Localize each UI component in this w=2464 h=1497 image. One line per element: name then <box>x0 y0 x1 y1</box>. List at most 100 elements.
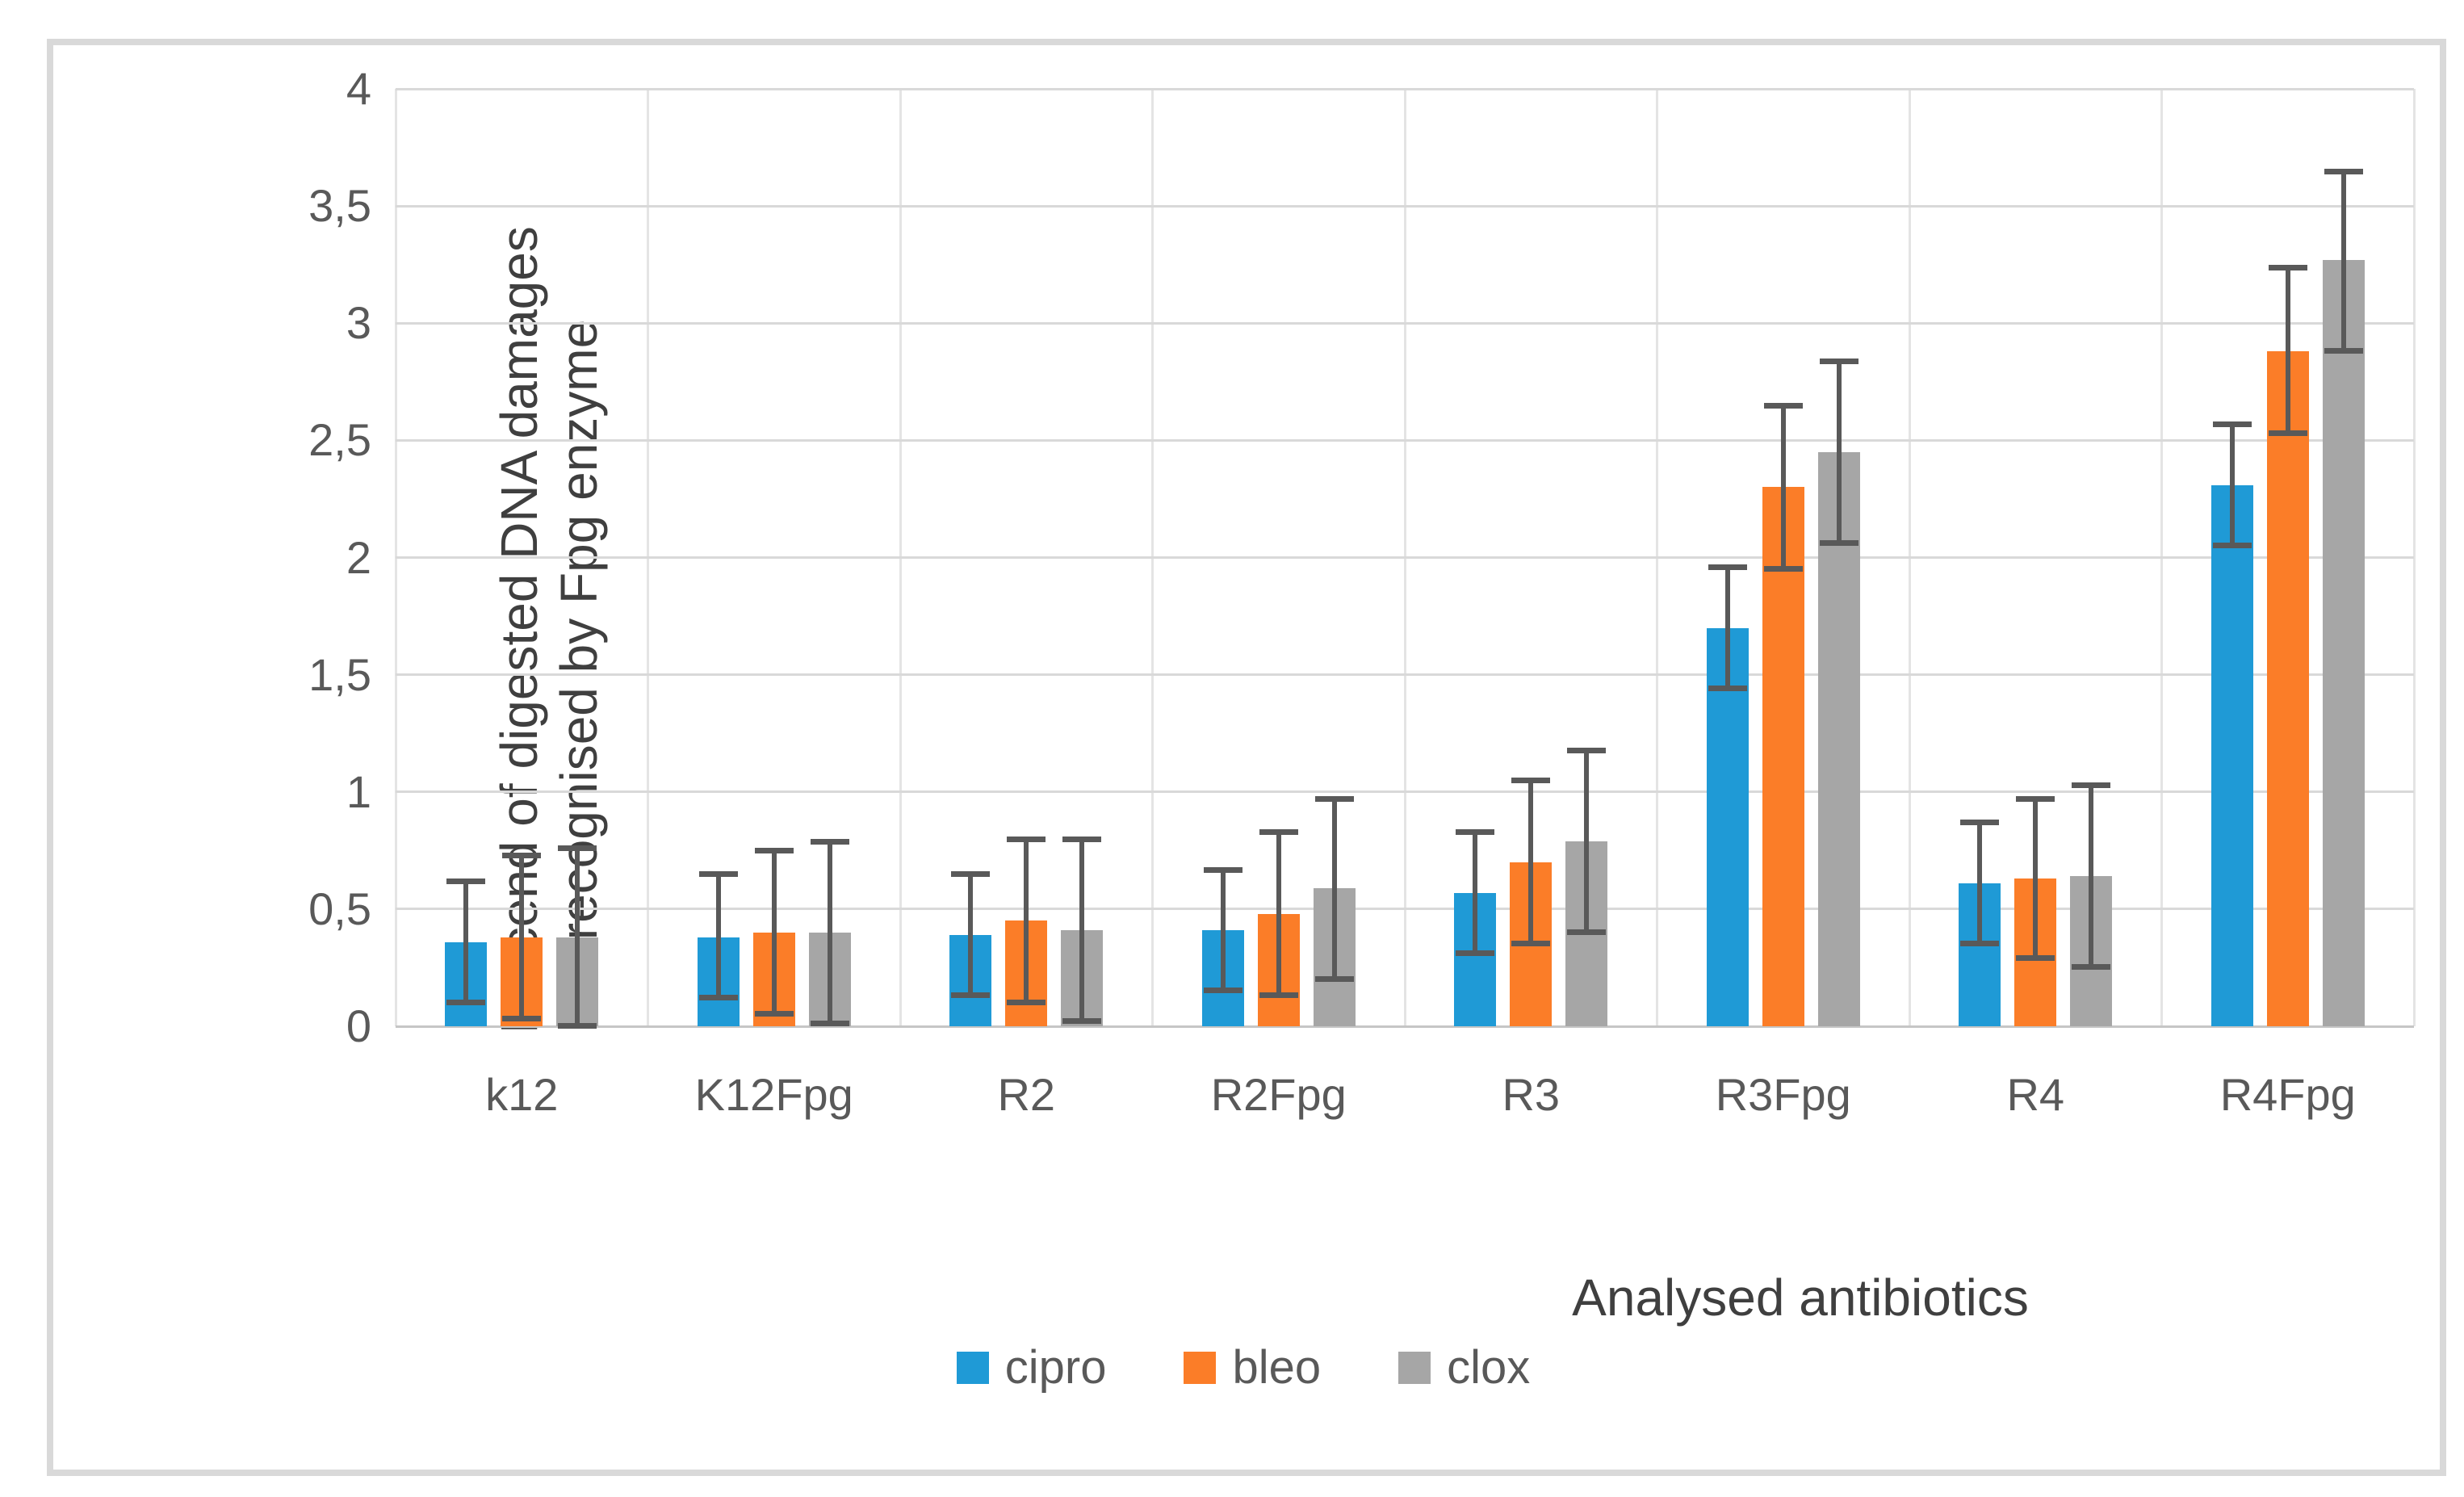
error-bar-bleo-R3 <box>1528 780 1534 945</box>
error-bar-clox-R2 <box>1079 838 1085 1022</box>
error-bar-cipro-R2Fpg <box>1220 869 1226 992</box>
error-bar-cap-bottom <box>1960 941 2000 947</box>
legend-item-clox: clox <box>1398 1340 1530 1394</box>
error-bar-cap-bottom <box>2072 964 2111 971</box>
error-bar-clox-R2Fpg <box>1331 799 1337 979</box>
error-bar-bleo-R2Fpg <box>1276 832 1281 996</box>
error-bar-cap-top <box>1203 866 1242 873</box>
error-bar-bleo-R4Fpg <box>2285 266 2290 434</box>
error-bar-cap-top <box>1960 820 2000 826</box>
error-bar-cipro-R4Fpg <box>2229 424 2235 546</box>
error-bar-cipro-k12 <box>463 881 469 1003</box>
error-bar-cap-top <box>810 838 849 845</box>
gridline <box>396 204 2414 208</box>
gridline <box>396 556 2414 559</box>
gridline <box>396 438 2414 442</box>
chart-border <box>47 39 2446 1476</box>
error-bar-cap-bottom <box>754 1011 794 1017</box>
error-bar-cap-bottom <box>1456 950 1495 957</box>
error-bar-cap-bottom <box>698 995 738 1001</box>
error-bar-bleo-R3Fpg <box>1780 405 1786 569</box>
error-bar-cap-bottom <box>2016 954 2055 961</box>
gridline <box>396 87 2414 90</box>
error-bar-cap-top <box>2072 782 2111 789</box>
error-bar-clox-R4 <box>2089 785 2094 968</box>
legend-label-cipro: cipro <box>1004 1341 1107 1394</box>
error-bar-bleo-k12 <box>519 855 525 1020</box>
error-bar-cap-top <box>2016 796 2055 803</box>
error-bar-cap-bottom <box>1062 1018 1102 1025</box>
gridline <box>396 673 2414 677</box>
gridline <box>396 790 2414 794</box>
error-bar-cap-top <box>1007 836 1046 842</box>
error-bar-cap-bottom <box>446 999 486 1005</box>
error-bar-cap-bottom <box>1203 988 1242 994</box>
error-bar-bleo-R2 <box>1024 838 1029 1003</box>
error-bar-cap-top <box>2212 421 2252 428</box>
error-bar-clox-R3 <box>1584 749 1590 933</box>
error-bar-cap-bottom <box>1259 992 1298 999</box>
error-bar-cap-top <box>698 871 738 878</box>
y-tick-label: 0 <box>346 1000 371 1051</box>
error-bar-cap-bottom <box>810 1021 849 1027</box>
legend-item-bleo: bleo <box>1184 1340 1321 1394</box>
y-tick-label: 4 <box>346 63 371 114</box>
category-label-R4: R4 <box>2006 1069 2065 1120</box>
bar-cipro-R4Fpg <box>2210 484 2253 1026</box>
error-bar-cap-top <box>1511 778 1551 784</box>
error-bar-clox-k12 <box>575 848 580 1026</box>
error-bar-clox-K12Fpg <box>827 841 832 1025</box>
error-bar-cap-bottom <box>1007 999 1046 1005</box>
legend-item-cipro: cipro <box>956 1340 1107 1394</box>
x-axis-title: Analysed antibiotics <box>1572 1268 2029 1327</box>
error-bar-cap-top <box>2324 168 2363 174</box>
legend-swatch-cipro <box>956 1351 989 1384</box>
y-tick-label: 3 <box>346 297 371 349</box>
gridline <box>396 321 2414 325</box>
error-bar-cap-top <box>1708 564 1747 571</box>
plot-area: Percend of digested DNA damages recognis… <box>308 66 2416 1327</box>
error-bar-cap-bottom <box>1314 975 1354 982</box>
error-bar-cap-top <box>446 878 486 885</box>
error-bar-cap-top <box>951 871 991 878</box>
error-bar-cap-bottom <box>502 1016 542 1022</box>
error-bar-clox-R3Fpg <box>1836 360 1842 544</box>
legend-swatch-clox <box>1398 1351 1431 1384</box>
bar-clox-R4Fpg <box>2322 259 2365 1026</box>
y-tick-label: 0,5 <box>308 883 371 934</box>
error-bar-cap-top <box>502 853 542 859</box>
error-bar-bleo-R4 <box>2033 799 2039 958</box>
category-label-R3: R3 <box>1502 1069 1561 1120</box>
bar-cipro-R3Fpg <box>1706 627 1749 1026</box>
error-bar-cap-top <box>558 845 597 852</box>
legend: cipro bleo clox <box>47 1340 2440 1394</box>
vertical-gridline <box>2412 89 2416 1026</box>
legend-label-clox: clox <box>1447 1341 1531 1394</box>
gridline <box>396 908 2414 911</box>
error-bar-clox-R4Fpg <box>2340 170 2346 352</box>
y-tick-label: 1,5 <box>308 648 371 700</box>
error-bar-cap-top <box>1456 829 1495 836</box>
error-bar-cap-top <box>1567 747 1607 753</box>
error-bar-cipro-R3 <box>1473 832 1478 954</box>
x-axis-line <box>396 1025 2414 1028</box>
error-bar-cap-top <box>1763 402 1803 409</box>
error-bar-cap-bottom <box>2268 430 2307 436</box>
y-tick-label: 1 <box>346 765 371 817</box>
error-bar-cap-bottom <box>1567 929 1607 935</box>
y-tick-label: 2 <box>346 531 371 583</box>
error-bar-cap-bottom <box>1708 686 1747 692</box>
category-label-R2Fpg: R2Fpg <box>1210 1069 1347 1120</box>
error-bar-cap-bottom <box>1819 540 1858 547</box>
category-label-R2: R2 <box>997 1069 1056 1120</box>
error-bar-cap-bottom <box>558 1023 597 1029</box>
category-label-R3Fpg: R3Fpg <box>1715 1069 1851 1120</box>
error-bar-cipro-R2 <box>968 874 974 996</box>
legend-swatch-bleo <box>1184 1351 1217 1384</box>
bar-clox-R3Fpg <box>1817 451 1860 1026</box>
error-bar-cap-top <box>1259 829 1298 836</box>
error-bar-cap-top <box>1062 836 1102 842</box>
bar-bleo-R3Fpg <box>1762 487 1804 1026</box>
category-label-K12Fpg: K12Fpg <box>694 1069 853 1120</box>
